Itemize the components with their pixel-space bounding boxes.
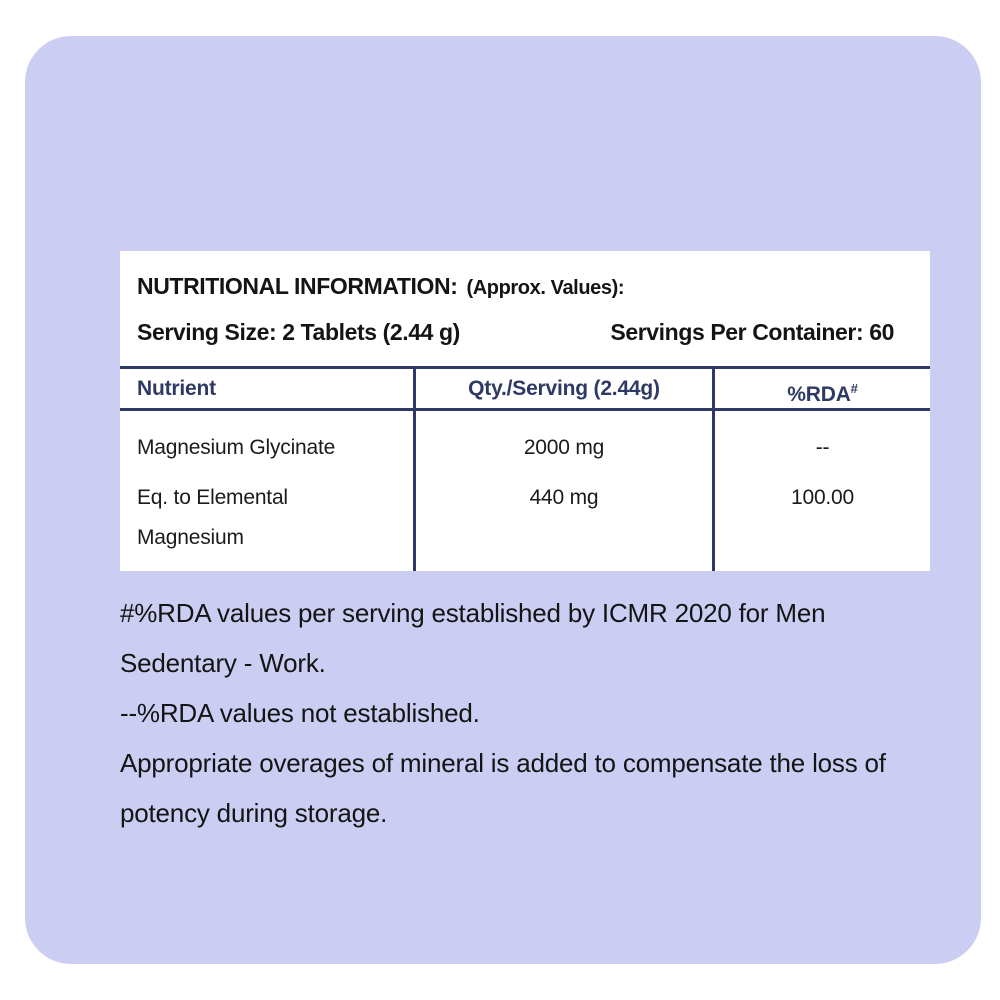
rda-superscript: # (850, 381, 858, 396)
table-header-nutrient: Nutrient (120, 369, 413, 411)
nutrition-table: Nutrient Qty./Serving (2.44g) %RDA# Magn… (120, 366, 930, 571)
footnotes: #%RDA values per serving established by … (120, 588, 932, 838)
table-header-rda: %RDA# (712, 369, 930, 411)
table-row-qty: 2000 mg (413, 411, 712, 468)
table-row-qty: 440 mg (413, 468, 712, 571)
footnote-rda-not-established: --%RDA values not established. (120, 698, 480, 728)
table-row-rda: 100.00 (712, 468, 930, 571)
panel-title: NUTRITIONAL INFORMATION: (Approx. Values… (137, 271, 894, 303)
footnote-rda-source: #%RDA values per serving established by … (120, 598, 826, 678)
rda-label: %RDA (787, 383, 851, 406)
table-row-nutrient: Eq. to Elemental Magnesium (120, 468, 413, 571)
table-row-rda: -- (712, 411, 930, 468)
table-header-qty-serving: Qty./Serving (2.44g) (413, 369, 712, 411)
table-row-nutrient: Magnesium Glycinate (137, 436, 336, 459)
footnote-overages: Appropriate overages of mineral is added… (120, 748, 886, 828)
approx-values-subtitle: (Approx. Values): (466, 277, 625, 299)
nutrition-panel: NUTRITIONAL INFORMATION: (Approx. Values… (120, 251, 930, 571)
lavender-card: NUTRITIONAL INFORMATION: (Approx. Values… (25, 36, 981, 964)
serving-size-text: Serving Size: 2 Tablets (2.44 g) (137, 319, 460, 345)
panel-header: NUTRITIONAL INFORMATION: (Approx. Values… (120, 251, 930, 349)
nutritional-information-title: NUTRITIONAL INFORMATION: (137, 273, 458, 299)
serving-row: Serving Size: 2 Tablets (2.44 g) Serving… (137, 315, 894, 349)
nutrient-wrapped-text: Eq. to Elemental Magnesium (137, 486, 288, 549)
servings-per-container-text: Servings Per Container: 60 (610, 319, 894, 345)
